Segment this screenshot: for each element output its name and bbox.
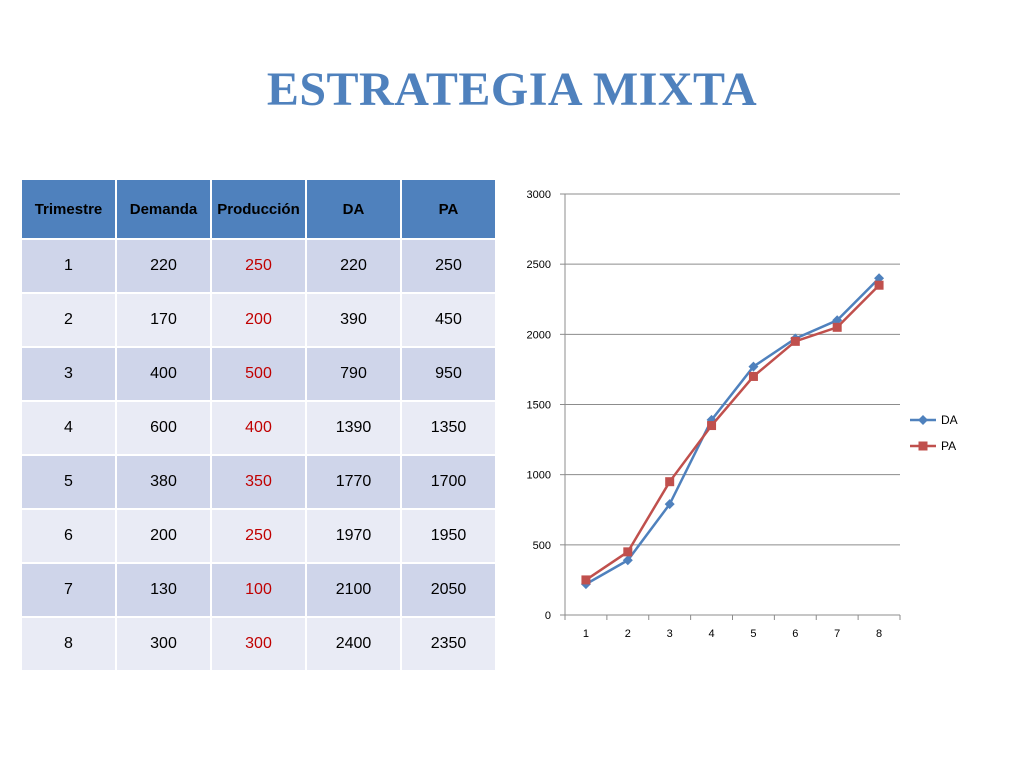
x-tick-label: 6 bbox=[792, 628, 798, 640]
cell-trimestre: 5 bbox=[22, 456, 115, 508]
cell-pa: 250 bbox=[402, 240, 495, 292]
cell-produccion: 400 bbox=[212, 402, 305, 454]
cell-trimestre: 7 bbox=[22, 564, 115, 616]
table-row: 7 130 100 2100 2050 bbox=[22, 564, 495, 616]
cell-demanda: 200 bbox=[117, 510, 210, 562]
header-da: DA bbox=[307, 180, 400, 238]
data-point-da bbox=[832, 315, 843, 326]
data-point-pa bbox=[623, 547, 633, 557]
cell-produccion: 100 bbox=[212, 564, 305, 616]
data-point-pa bbox=[581, 575, 591, 585]
cell-pa: 950 bbox=[402, 348, 495, 400]
legend-label-da: DA bbox=[941, 413, 958, 427]
cell-pa: 2350 bbox=[402, 618, 495, 670]
y-tick-label: 2000 bbox=[527, 329, 551, 341]
x-tick-label: 1 bbox=[583, 628, 589, 640]
cell-pa: 2050 bbox=[402, 564, 495, 616]
cell-da: 2400 bbox=[307, 618, 400, 670]
cell-da: 2100 bbox=[307, 564, 400, 616]
slide-title: ESTRATEGIA MIXTA bbox=[266, 63, 758, 116]
series-line-pa bbox=[585, 284, 880, 581]
cell-produccion: 200 bbox=[212, 294, 305, 346]
cell-produccion: 350 bbox=[212, 456, 305, 508]
data-point-da bbox=[748, 361, 759, 372]
y-tick-label: 2500 bbox=[527, 259, 551, 271]
table-header-row: Trimestre Demanda Producción DA PA bbox=[22, 180, 495, 238]
data-point-pa bbox=[665, 477, 675, 487]
cell-trimestre: 2 bbox=[22, 294, 115, 346]
cell-da: 390 bbox=[307, 294, 400, 346]
series-line-da bbox=[585, 277, 880, 586]
cell-produccion: 250 bbox=[212, 240, 305, 292]
data-point-da bbox=[622, 555, 633, 566]
strategy-table: Trimestre Demanda Producción DA PA 1 220… bbox=[20, 178, 497, 672]
cell-produccion: 250 bbox=[212, 510, 305, 562]
legend-marker-da bbox=[918, 415, 928, 425]
cell-demanda: 170 bbox=[117, 294, 210, 346]
header-demanda: Demanda bbox=[117, 180, 210, 238]
x-tick-label: 4 bbox=[709, 628, 715, 640]
table-row: 5 380 350 1770 1700 bbox=[22, 456, 495, 508]
cell-demanda: 220 bbox=[117, 240, 210, 292]
cell-pa: 450 bbox=[402, 294, 495, 346]
data-point-da bbox=[664, 499, 675, 510]
cell-da: 790 bbox=[307, 348, 400, 400]
y-tick-label: 3000 bbox=[527, 189, 551, 201]
data-point-pa bbox=[707, 421, 717, 431]
cell-trimestre: 3 bbox=[22, 348, 115, 400]
x-tick-label: 3 bbox=[667, 628, 673, 640]
table-row: 6 200 250 1970 1950 bbox=[22, 510, 495, 562]
cell-demanda: 400 bbox=[117, 348, 210, 400]
data-point-pa bbox=[790, 336, 800, 346]
cell-pa: 1350 bbox=[402, 402, 495, 454]
header-produccion: Producción bbox=[212, 180, 305, 238]
cell-demanda: 130 bbox=[117, 564, 210, 616]
line-chart: 0 500 1000 1500 2000 2500 3000 1 2 3 4 5 6 7 8 DA PA bbox=[527, 189, 958, 640]
cell-trimestre: 8 bbox=[22, 618, 115, 670]
table-row: 4 600 400 1390 1350 bbox=[22, 402, 495, 454]
y-tick-label: 500 bbox=[533, 540, 551, 552]
legend-marker-pa bbox=[918, 441, 928, 451]
y-tick-label: 1500 bbox=[527, 400, 551, 412]
x-tick-label: 2 bbox=[625, 628, 631, 640]
cell-produccion: 500 bbox=[212, 348, 305, 400]
header-trimestre: Trimestre bbox=[22, 180, 115, 238]
cell-pa: 1700 bbox=[402, 456, 495, 508]
cell-da: 1970 bbox=[307, 510, 400, 562]
cell-demanda: 380 bbox=[117, 456, 210, 508]
x-tick-label: 5 bbox=[750, 628, 756, 640]
cell-demanda: 600 bbox=[117, 402, 210, 454]
data-point-da bbox=[874, 273, 885, 284]
header-pa: PA bbox=[402, 180, 495, 238]
cell-da: 220 bbox=[307, 240, 400, 292]
cell-da: 1390 bbox=[307, 402, 400, 454]
data-point-pa bbox=[874, 280, 884, 290]
table-row: 3 400 500 790 950 bbox=[22, 348, 495, 400]
cell-trimestre: 1 bbox=[22, 240, 115, 292]
legend-label-pa: PA bbox=[941, 439, 956, 453]
data-point-pa bbox=[832, 322, 842, 332]
y-tick-label: 1000 bbox=[527, 470, 551, 482]
cell-da: 1770 bbox=[307, 456, 400, 508]
x-tick-label: 8 bbox=[876, 628, 882, 640]
cell-trimestre: 6 bbox=[22, 510, 115, 562]
cell-demanda: 300 bbox=[117, 618, 210, 670]
data-point-pa bbox=[748, 371, 758, 381]
cell-pa: 1950 bbox=[402, 510, 495, 562]
y-tick-label: 0 bbox=[545, 610, 551, 622]
table-row: 1 220 250 220 250 bbox=[22, 240, 495, 292]
cell-produccion: 300 bbox=[212, 618, 305, 670]
x-tick-label: 7 bbox=[834, 628, 840, 640]
table-row: 2 170 200 390 450 bbox=[22, 294, 495, 346]
table-row: 8 300 300 2400 2350 bbox=[22, 618, 495, 670]
cell-trimestre: 4 bbox=[22, 402, 115, 454]
